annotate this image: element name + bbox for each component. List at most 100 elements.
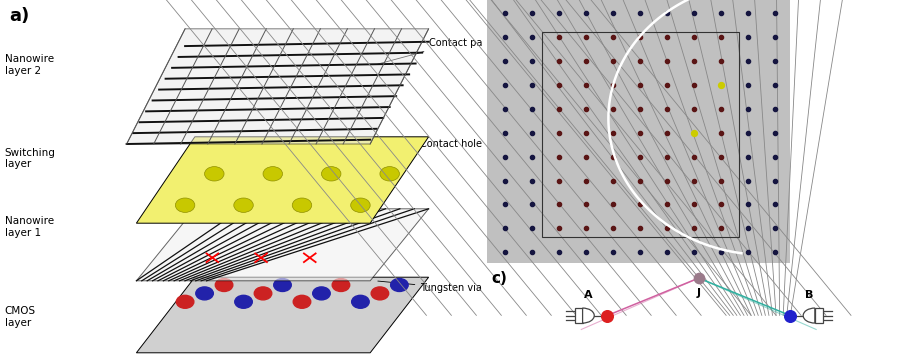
Bar [541, 32, 739, 237]
Point [714, 58, 729, 64]
Point [741, 249, 755, 255]
Point [552, 249, 567, 255]
Circle shape [176, 295, 194, 308]
Point [606, 34, 620, 40]
Point [633, 106, 648, 112]
Point [783, 313, 798, 319]
Point [633, 202, 648, 207]
Point [606, 130, 620, 136]
Point [660, 130, 675, 136]
Point [579, 10, 594, 16]
Circle shape [234, 295, 253, 308]
Circle shape [274, 279, 291, 292]
Point [498, 34, 513, 40]
Point [606, 10, 620, 16]
Circle shape [312, 287, 330, 300]
Point [525, 202, 539, 207]
Point [686, 202, 701, 207]
Point [579, 202, 594, 207]
Point [633, 10, 648, 16]
Point [768, 154, 783, 159]
Point [741, 10, 755, 16]
Point [660, 154, 675, 159]
Point [525, 82, 539, 88]
Point [552, 10, 567, 16]
Point [552, 106, 567, 112]
Text: Contact hole: Contact hole [378, 137, 482, 149]
Point [686, 82, 701, 88]
Point [606, 82, 620, 88]
Polygon shape [136, 137, 428, 223]
Point [498, 249, 513, 255]
Point [606, 58, 620, 64]
Bar [574, 308, 583, 323]
Point [525, 249, 539, 255]
Point [552, 202, 567, 207]
Text: CMOS
layer: CMOS layer [5, 306, 36, 328]
Point [498, 58, 513, 64]
Text: Contact pa: Contact pa [378, 38, 482, 64]
Point [741, 202, 755, 207]
Point [714, 130, 729, 136]
Point [741, 58, 755, 64]
Point [660, 82, 675, 88]
Point [768, 34, 783, 40]
Text: Switching
layer: Switching layer [5, 148, 56, 169]
Point [498, 154, 513, 159]
Point [552, 82, 567, 88]
Point [606, 202, 620, 207]
Point [552, 34, 567, 40]
Point [606, 106, 620, 112]
Point [660, 34, 675, 40]
Circle shape [352, 295, 369, 308]
Point [768, 58, 783, 64]
Point [714, 202, 729, 207]
Polygon shape [136, 277, 428, 353]
Point [686, 130, 701, 136]
Point [606, 225, 620, 231]
Point [498, 178, 513, 184]
Point [714, 178, 729, 184]
Point [633, 154, 648, 159]
Circle shape [176, 198, 195, 212]
Point [741, 82, 755, 88]
Point [714, 249, 729, 255]
Point [660, 249, 675, 255]
Point [498, 225, 513, 231]
Point [741, 178, 755, 184]
Circle shape [293, 295, 311, 308]
Point [691, 275, 706, 281]
Point [768, 225, 783, 231]
Point [579, 154, 594, 159]
Point [714, 82, 729, 88]
Circle shape [332, 279, 350, 292]
Point [579, 34, 594, 40]
Point [686, 10, 701, 16]
Point [714, 225, 729, 231]
Point [660, 178, 675, 184]
Point [741, 106, 755, 112]
Point [552, 178, 567, 184]
Point [552, 154, 567, 159]
Wedge shape [803, 308, 815, 323]
Point [579, 82, 594, 88]
Text: c): c) [492, 271, 507, 286]
Point [660, 225, 675, 231]
Point [525, 154, 539, 159]
Circle shape [380, 167, 400, 181]
Point [714, 34, 729, 40]
Point [686, 154, 701, 159]
Circle shape [255, 287, 272, 300]
Point [579, 178, 594, 184]
Text: Tungsten via: Tungsten via [378, 281, 482, 293]
Wedge shape [583, 308, 595, 323]
Point [525, 34, 539, 40]
Text: B: B [805, 290, 813, 300]
Point [768, 202, 783, 207]
Point [552, 130, 567, 136]
Point [768, 106, 783, 112]
Point [633, 178, 648, 184]
Circle shape [322, 167, 341, 181]
Circle shape [391, 279, 408, 292]
Text: Nanowire
layer 2: Nanowire layer 2 [5, 54, 54, 76]
